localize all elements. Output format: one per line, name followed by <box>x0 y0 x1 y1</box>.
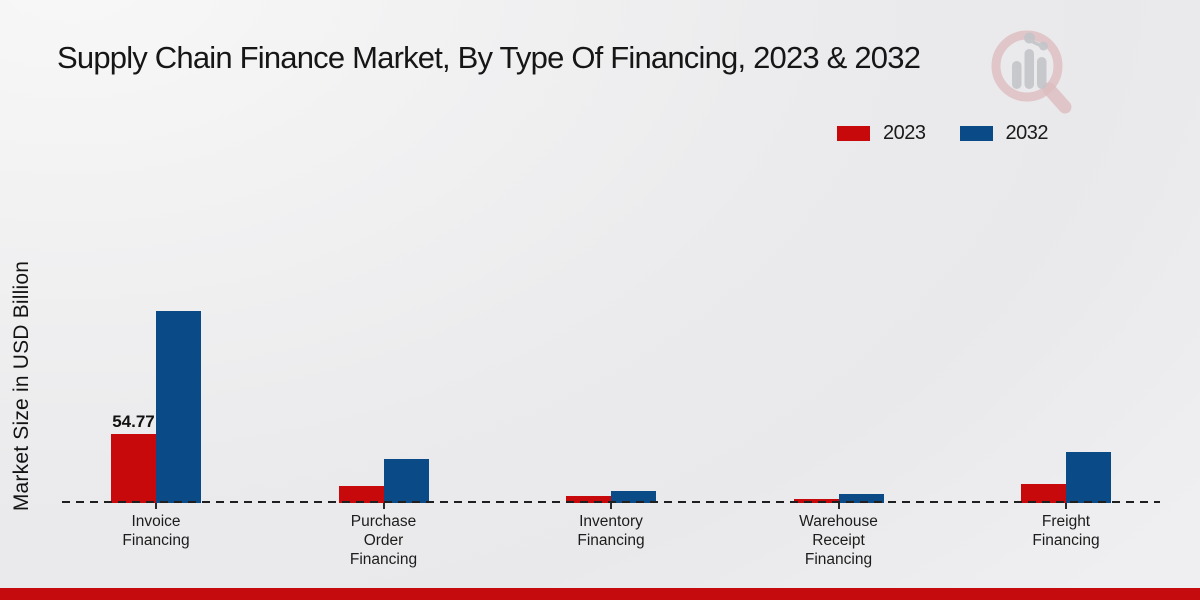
axis-baseline <box>62 501 1160 503</box>
legend: 2023 2032 <box>837 122 1048 145</box>
x-axis-tick <box>1065 503 1067 509</box>
legend-item-2023: 2023 <box>837 122 926 145</box>
x-axis-tick <box>610 503 612 509</box>
bar-2023-inventory-financing <box>566 495 611 503</box>
x-axis-tick <box>382 503 385 509</box>
bar-value-label: 54.77 <box>112 412 155 432</box>
chart-title: Supply Chain Finance Market, By Type Of … <box>57 40 921 75</box>
legend-item-2032: 2032 <box>959 122 1049 145</box>
bar-2023-purchase-order-financing <box>338 486 384 503</box>
category-label: Inventory Financing <box>577 513 645 549</box>
magnifier-barchart-logo-icon <box>991 30 1072 114</box>
y-axis-label: Market Size in USD Billion <box>10 260 33 512</box>
category-label: Warehouse Receipt Financing <box>799 513 878 568</box>
x-axis-tick <box>155 503 157 509</box>
bar-2032-purchase-order-financing <box>383 459 429 503</box>
legend-label-2023: 2023 <box>883 122 926 144</box>
bar-2032-invoice-financing <box>156 311 201 503</box>
bar-2023-invoice-financing <box>111 434 156 503</box>
category-label: Invoice Financing <box>122 513 190 549</box>
category-label: Freight Financing <box>1032 513 1100 549</box>
bar-2032-warehouse-receipt-financing <box>838 493 884 503</box>
category-label: Purchase Order Financing <box>349 513 418 568</box>
legend-label-2032: 2032 <box>1005 122 1049 144</box>
legend-swatch-2032 <box>959 126 993 141</box>
bar-2032-freight-financing <box>1066 452 1111 503</box>
x-axis-tick <box>837 503 840 509</box>
bar-2023-freight-financing <box>1021 484 1066 503</box>
legend-swatch-2023 <box>837 126 870 141</box>
bar-2032-inventory-financing <box>611 491 656 503</box>
footer-accent-bar <box>0 588 1200 600</box>
